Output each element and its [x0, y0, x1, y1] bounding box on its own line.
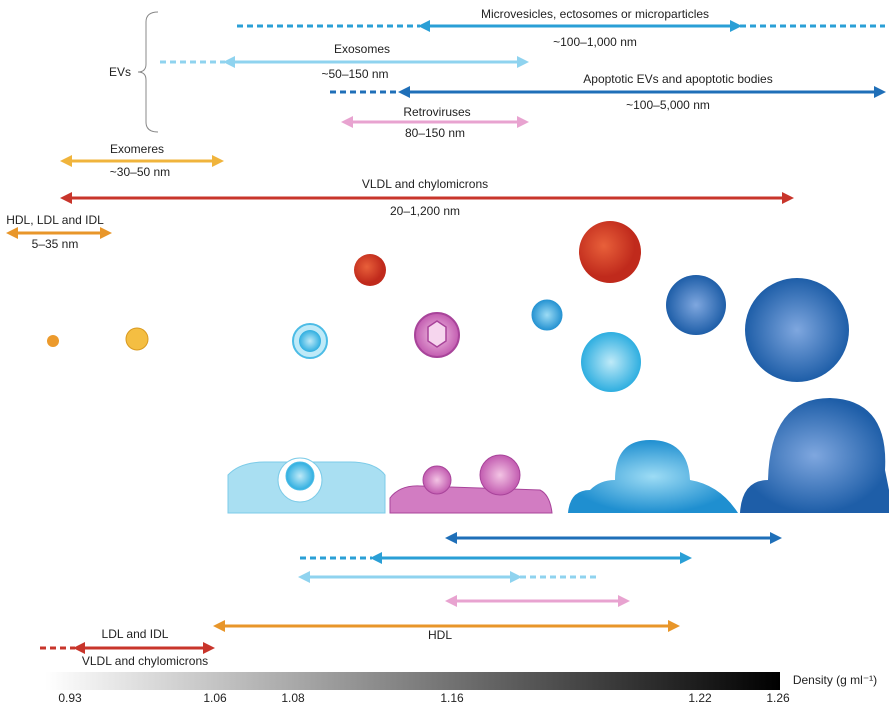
density-tick: 1.06 [203, 691, 227, 705]
range-name: Exomeres [110, 142, 164, 156]
density-tick: 1.26 [766, 691, 790, 705]
range-value: ~50–150 nm [321, 67, 388, 81]
range-name: Apoptotic EVs and apoptotic bodies [583, 72, 772, 86]
density-title: Density (g ml⁻¹) [793, 673, 877, 687]
density-bar [45, 672, 780, 690]
range-value: 20–1,200 nm [390, 204, 460, 218]
range-value: 5–35 nm [32, 237, 79, 251]
particles [47, 221, 889, 514]
size-arrows [5, 11, 886, 239]
range-name: VLDL and chylomicrons [362, 177, 488, 191]
range-name: HDL, LDL and IDL [6, 213, 104, 227]
range-value: ~100–5,000 nm [626, 98, 710, 112]
range-value: ~30–50 nm [110, 165, 170, 179]
density-label: VLDL and chylomicrons [82, 654, 208, 668]
range-name: Retroviruses [403, 105, 470, 119]
range-value: ~100–1,000 nm [553, 35, 637, 49]
density-label: HDL [428, 628, 452, 642]
group-label: EVs [109, 65, 131, 79]
density-tick: 1.08 [281, 691, 305, 705]
range-value: 80–150 nm [405, 126, 465, 140]
range-name: Exosomes [334, 42, 390, 56]
density-arrows [40, 532, 782, 654]
range-name: Microvesicles, ectosomes or microparticl… [481, 7, 709, 21]
density-tick: 1.16 [440, 691, 464, 705]
density-tick: 0.93 [58, 691, 82, 705]
density-tick: 1.22 [688, 691, 712, 705]
density-label: LDL and IDL [102, 627, 169, 641]
